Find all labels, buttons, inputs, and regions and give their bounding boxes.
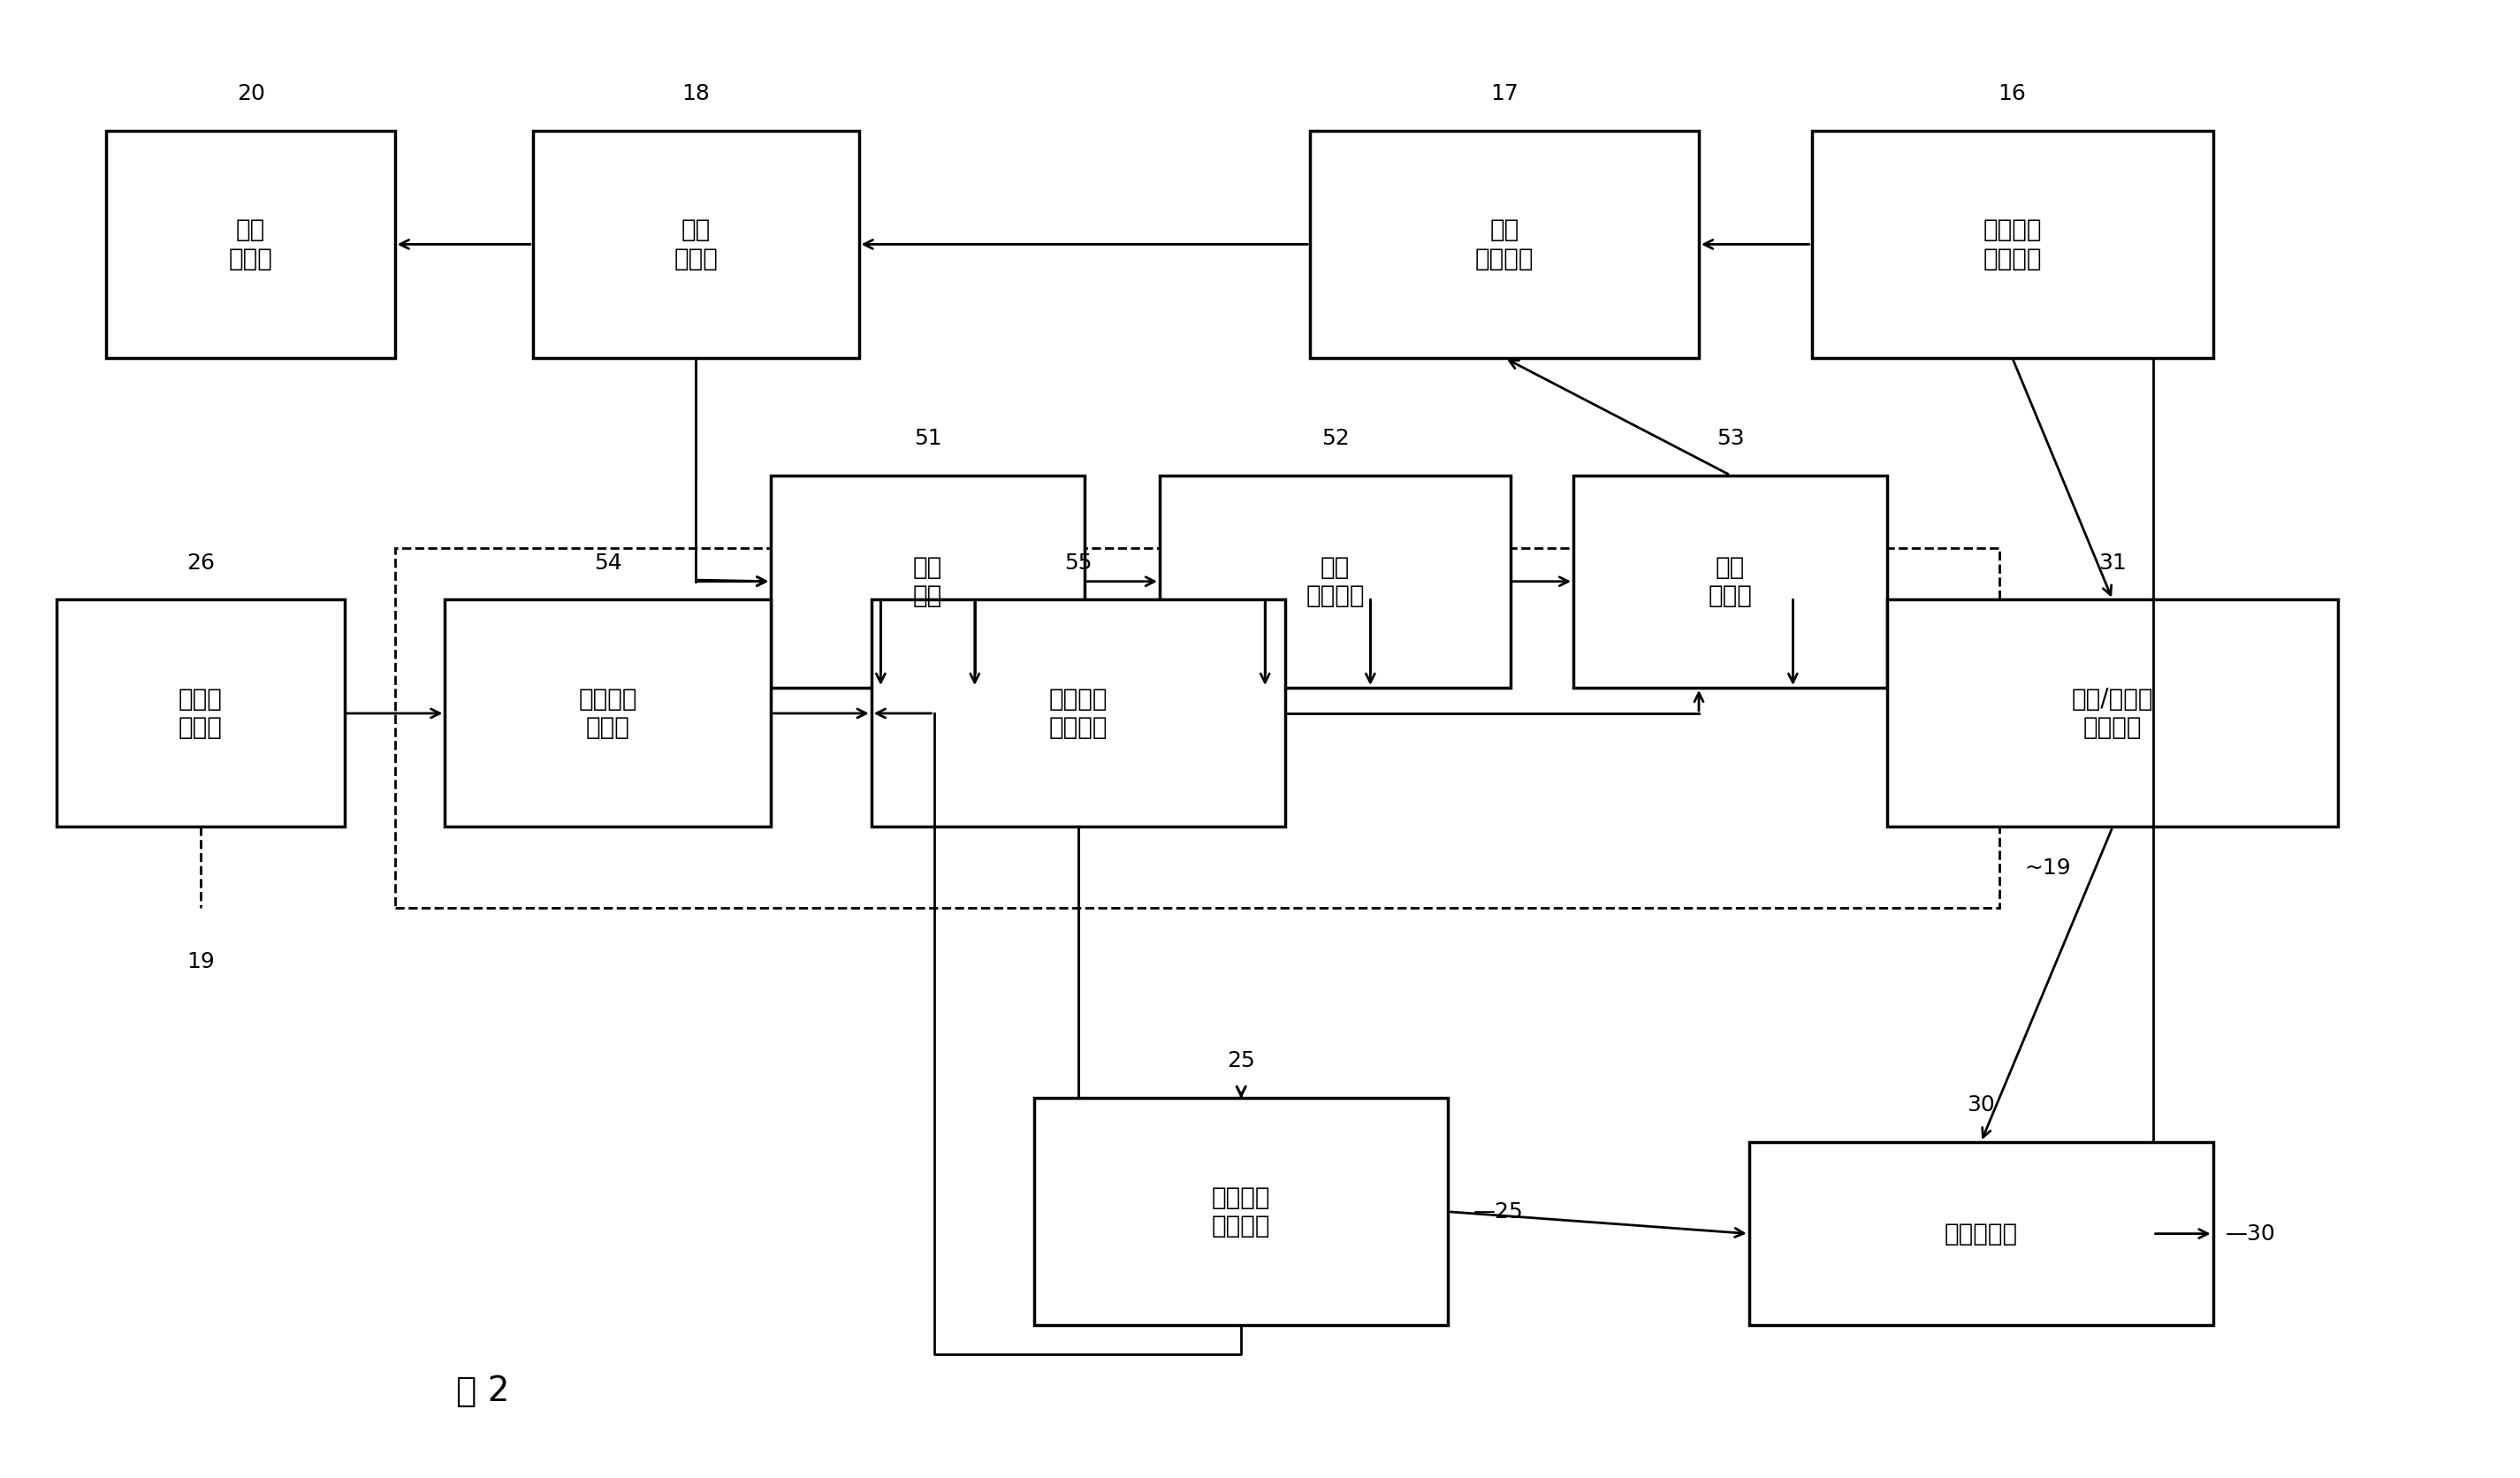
Text: 53: 53 — [1716, 427, 1744, 449]
Text: 记录/未记录
判断电路: 记录/未记录 判断电路 — [2071, 687, 2155, 740]
Text: 补偿
控制器: 补偿 控制器 — [229, 217, 272, 270]
Text: 19: 19 — [186, 952, 214, 973]
Text: —25: —25 — [1474, 1202, 1522, 1222]
Bar — [106, 130, 396, 358]
Text: 定位误差
检测电路: 定位误差 检测电路 — [1983, 217, 2041, 270]
Bar — [1812, 130, 2213, 358]
Text: 54: 54 — [595, 553, 622, 573]
Text: 51: 51 — [915, 427, 942, 449]
Text: 30: 30 — [1968, 1095, 1996, 1116]
Text: 增益
校正器: 增益 校正器 — [1709, 554, 1751, 607]
Text: 26: 26 — [186, 553, 214, 573]
Bar — [396, 548, 2001, 907]
Bar — [1310, 130, 1698, 358]
Text: 系统控制器: 系统控制器 — [1945, 1221, 2019, 1246]
Text: 18: 18 — [683, 83, 711, 105]
Text: ~19: ~19 — [2026, 857, 2071, 878]
Text: 滤波
电路: 滤波 电路 — [912, 554, 942, 607]
Text: 学习系数
设置电路: 学习系数 设置电路 — [1048, 687, 1109, 740]
Text: 52: 52 — [1320, 427, 1348, 449]
Bar — [1159, 474, 1512, 687]
Text: 55: 55 — [1063, 553, 1091, 573]
Text: 图 2: 图 2 — [456, 1375, 509, 1409]
Bar — [1887, 600, 2339, 828]
Text: 16: 16 — [1998, 83, 2026, 105]
Bar — [55, 600, 345, 828]
Text: 旋转角
编码器: 旋转角 编码器 — [179, 687, 222, 740]
Text: 加法
判断电路: 加法 判断电路 — [1474, 217, 1535, 270]
Bar — [1033, 1098, 1449, 1326]
Text: —30: —30 — [2225, 1224, 2276, 1244]
Text: 干扰学习
存储设备: 干扰学习 存储设备 — [1212, 1185, 1270, 1239]
Bar — [1749, 1142, 2213, 1326]
Text: 31: 31 — [2099, 553, 2127, 573]
Text: 20: 20 — [237, 83, 265, 105]
Text: 25: 25 — [1227, 1051, 1255, 1072]
Bar — [1572, 474, 1887, 687]
Text: 17: 17 — [1489, 83, 1520, 105]
Bar — [771, 474, 1084, 687]
Text: 时间间隔
计数器: 时间间隔 计数器 — [580, 687, 638, 740]
Text: 增益
调整器: 增益 调整器 — [673, 217, 718, 270]
Bar — [446, 600, 771, 828]
Bar — [872, 600, 1285, 828]
Bar — [532, 130, 859, 358]
Text: 临时
存储电路: 临时 存储电路 — [1305, 554, 1366, 607]
